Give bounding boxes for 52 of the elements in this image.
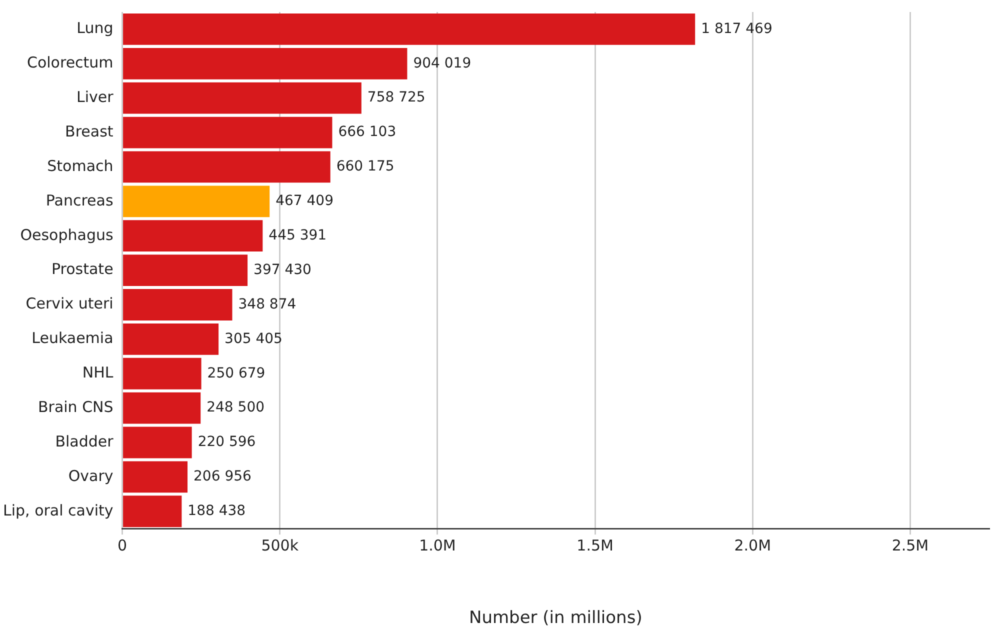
data-label: 666 103 — [338, 124, 396, 140]
data-label: 220 596 — [198, 434, 256, 450]
y-tick-label: NHL — [82, 364, 114, 382]
bar — [123, 116, 332, 148]
data-label: 250 679 — [207, 365, 266, 382]
bar — [123, 151, 330, 183]
bar — [123, 392, 201, 424]
data-label: 660 175 — [336, 158, 394, 175]
data-label: 206 956 — [194, 468, 252, 485]
y-tick-label: Liver — [76, 88, 114, 106]
x-tick-label: 1.0M — [419, 536, 456, 554]
y-tick-label: Pancreas — [46, 191, 114, 210]
y-tick-label: Lip, oral cavity — [3, 501, 114, 520]
bar — [123, 323, 219, 355]
y-tick-label: Cervix uteri — [26, 294, 114, 313]
bar — [123, 289, 232, 320]
data-label: 248 500 — [206, 400, 265, 416]
bar — [123, 48, 408, 80]
y-tick-label: Oesophagus — [20, 226, 114, 244]
y-tick-label: Breast — [65, 122, 114, 140]
y-tick-label: Leukaemia — [32, 329, 114, 348]
x-axis-title: Number (in millions) — [468, 608, 642, 628]
data-label: 467 409 — [276, 193, 334, 210]
data-label: 397 430 — [254, 262, 312, 278]
bar — [123, 426, 192, 458]
bar — [123, 14, 696, 45]
data-label: 445 391 — [268, 228, 327, 244]
bar — [123, 254, 248, 286]
y-tick-label: Lung — [76, 19, 114, 38]
y-tick-label: Bladder — [55, 432, 114, 450]
y-tick-label: Brain CNS — [38, 398, 114, 416]
data-label: 305 405 — [224, 330, 282, 347]
x-tick-label: 500k — [261, 536, 299, 554]
bar — [123, 358, 202, 390]
x-tick-label: 0 — [118, 536, 128, 554]
y-tick-label: Ovary — [68, 466, 114, 485]
bar — [123, 220, 263, 252]
y-tick-label: Colorectum — [26, 54, 114, 72]
data-label: 348 874 — [238, 296, 296, 312]
bar — [123, 82, 362, 114]
y-tick-label: Stomach — [47, 156, 114, 175]
bar — [123, 461, 188, 493]
data-label: 188 438 — [188, 503, 246, 520]
data-label: 758 725 — [367, 90, 426, 106]
data-label: 1 817 469 — [701, 20, 772, 37]
x-tick-label: 1.5M — [576, 536, 614, 554]
y-tick-label: Prostate — [52, 260, 114, 278]
x-tick-label: 2.5M — [892, 536, 929, 554]
x-tick-label: 2.0M — [734, 536, 772, 554]
bar — [123, 186, 270, 218]
data-label: 904 019 — [413, 55, 472, 72]
bar — [123, 496, 182, 528]
